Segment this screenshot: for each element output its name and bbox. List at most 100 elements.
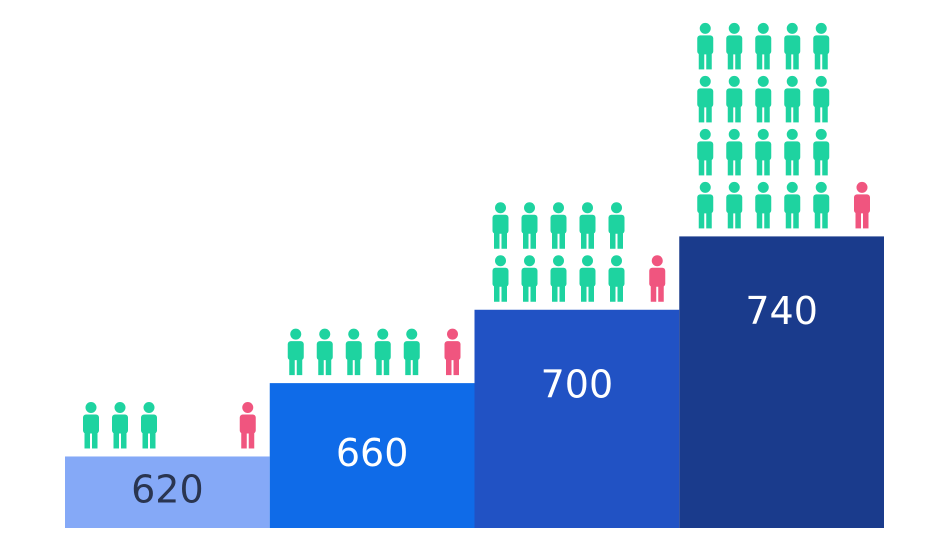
- person-head: [582, 202, 593, 214]
- person-leg: [793, 105, 799, 123]
- person-leg: [523, 231, 529, 249]
- value-label: 740: [745, 289, 818, 333]
- person-head: [786, 75, 798, 87]
- person-head: [553, 255, 564, 267]
- person-leg: [698, 52, 705, 70]
- person-leg: [814, 211, 821, 229]
- person-leg: [610, 284, 616, 302]
- person-head: [377, 328, 389, 340]
- person-body: [316, 341, 333, 361]
- person-body: [403, 341, 420, 361]
- person-leg: [706, 158, 712, 176]
- person-body: [239, 414, 256, 434]
- person-body: [521, 214, 538, 234]
- person-body: [813, 35, 830, 55]
- icon-group: [444, 328, 461, 376]
- person-leg: [855, 211, 861, 229]
- person-body: [697, 141, 714, 161]
- person-body: [784, 35, 801, 55]
- person-body: [784, 141, 801, 161]
- person-leg: [347, 358, 353, 376]
- person-leg: [785, 158, 792, 176]
- person-body: [755, 35, 772, 55]
- person-leg: [650, 284, 657, 302]
- person-body: [112, 414, 128, 434]
- person-leg: [501, 284, 507, 302]
- person-head: [651, 255, 663, 267]
- person-head: [348, 328, 360, 340]
- person-head: [582, 255, 593, 267]
- person-head: [699, 128, 711, 140]
- person-head: [553, 202, 564, 214]
- bar: [65, 456, 270, 528]
- icon-group: [854, 181, 870, 229]
- person-head: [786, 22, 798, 34]
- person-leg: [706, 52, 712, 70]
- person-leg: [113, 431, 119, 449]
- person-leg: [822, 52, 828, 70]
- person-leg: [764, 105, 770, 123]
- person-leg: [793, 52, 799, 70]
- person-leg: [727, 158, 734, 176]
- person-head: [524, 202, 535, 214]
- person-head: [815, 181, 827, 193]
- icon-group: [239, 401, 256, 449]
- person-head: [699, 22, 711, 34]
- person-head: [815, 75, 827, 87]
- person-leg: [581, 284, 587, 302]
- person-head: [495, 255, 506, 267]
- person-leg: [756, 158, 763, 176]
- value-label: 660: [336, 431, 409, 475]
- person-leg: [727, 105, 734, 123]
- person-leg: [84, 431, 90, 449]
- person-head: [495, 202, 506, 214]
- person-leg: [318, 358, 324, 376]
- person-body: [726, 88, 743, 108]
- person-leg: [383, 358, 390, 376]
- icon-group: [697, 22, 830, 229]
- person-head: [114, 401, 126, 413]
- person-head: [85, 401, 97, 413]
- person-leg: [405, 358, 411, 376]
- person-leg: [501, 231, 507, 249]
- person-leg: [121, 431, 127, 449]
- person-head: [728, 75, 740, 87]
- person-leg: [706, 211, 712, 229]
- person-body: [813, 141, 830, 161]
- person-leg: [588, 284, 594, 302]
- icon-group: [649, 255, 666, 302]
- person-leg: [822, 158, 828, 176]
- person-head: [406, 328, 418, 340]
- person-leg: [706, 105, 712, 123]
- person-head: [856, 181, 868, 193]
- person-head: [447, 328, 458, 340]
- person-leg: [446, 358, 452, 376]
- person-body: [444, 341, 461, 361]
- person-leg: [559, 284, 565, 302]
- icon-group: [83, 401, 157, 449]
- person-head: [611, 255, 622, 267]
- person-body: [784, 194, 801, 214]
- person-head: [728, 181, 740, 193]
- person-body: [83, 414, 99, 434]
- person-body: [521, 267, 538, 287]
- person-head: [786, 128, 798, 140]
- person-leg: [248, 431, 255, 449]
- person-leg: [698, 158, 705, 176]
- person-leg: [325, 358, 332, 376]
- person-body: [492, 267, 509, 287]
- person-leg: [756, 105, 763, 123]
- person-leg: [523, 284, 529, 302]
- person-leg: [530, 284, 536, 302]
- person-body: [697, 35, 714, 55]
- person-leg: [494, 231, 500, 249]
- person-body: [492, 214, 509, 234]
- person-body: [287, 341, 304, 361]
- person-head: [815, 22, 827, 34]
- person-leg: [494, 284, 500, 302]
- person-head: [728, 22, 740, 34]
- person-body: [784, 88, 801, 108]
- person-leg: [142, 431, 148, 449]
